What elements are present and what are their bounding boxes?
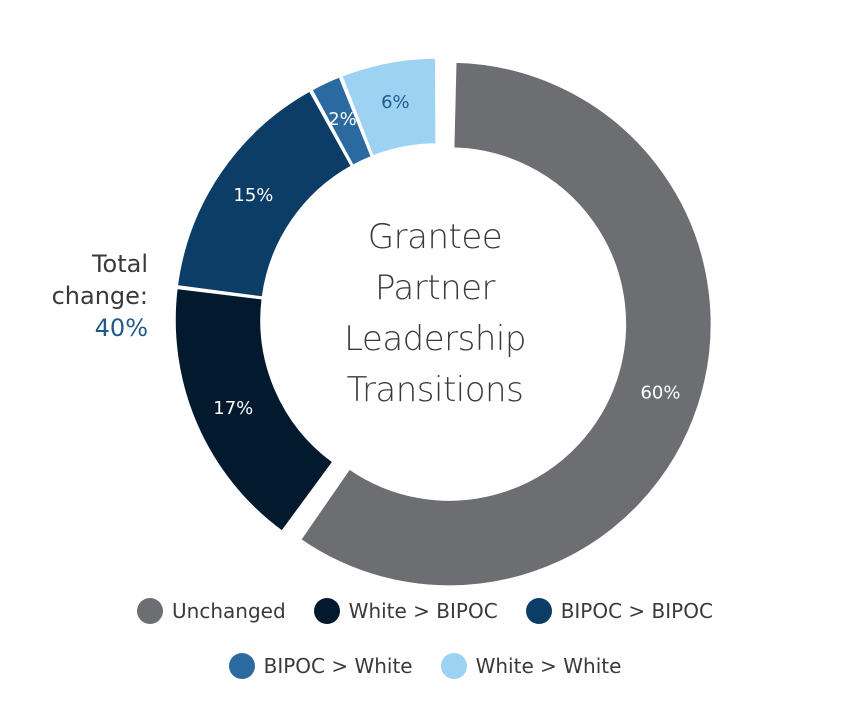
slice-bipoc-bipoc [176,89,353,298]
slice-bipoc-white [310,75,373,167]
slice-unchanged [299,61,713,587]
legend-item-unchanged: Unchanged [137,598,286,624]
donut-slices [174,57,713,587]
chart-title-line-2: Partner [374,268,496,308]
chart-title-line-1: Grantee [367,217,503,257]
legend-swatch-white-to-bipoc [313,598,340,624]
slice-white-white [340,57,437,158]
legend-item-white-to-bipoc: White > BIPOC [313,598,498,624]
slice-label-bipoc-bipoc: 15% [233,185,273,206]
chart-title: Grantee Partner Leadership Transitions [300,212,570,416]
legend-label-unchanged: Unchanged [172,599,286,623]
slice-label-unchanged: 60% [640,383,680,404]
legend-item-bipoc-to-white: BIPOC > White [228,653,413,679]
legend-label-bipoc-to-bipoc: BIPOC > BIPOC [560,599,713,623]
legend-swatch-white-to-white [440,653,467,679]
legend-item-white-to-white: White > White [440,653,622,679]
legend-swatch-bipoc-to-bipoc [525,598,552,624]
legend-label-white-to-bipoc: White > BIPOC [348,599,498,623]
donut-slice-labels: 60% 17% 15% 2% 6% [213,92,680,419]
slice-white-bipoc [174,287,334,533]
total-change-label-line-1: Total [91,250,148,278]
slice-label-white-bipoc: 17% [213,398,253,419]
slice-label-bipoc-white: 2% [328,109,357,130]
legend-label-bipoc-to-white: BIPOC > White [263,654,413,678]
chart-title-line-4: Transitions [346,370,524,410]
total-change-value: 40% [94,314,148,342]
total-change-label-line-2: change: [51,282,148,310]
total-change-annotation: Total change: 40% [20,248,148,344]
legend-swatch-bipoc-to-white [228,653,255,679]
legend-swatch-unchanged [137,598,164,624]
legend-item-bipoc-to-bipoc: BIPOC > BIPOC [525,598,713,624]
legend-row-2: BIPOC > White White > White [0,653,850,679]
slice-label-white-white: 6% [381,92,410,113]
legend-row-1: Unchanged White > BIPOC BIPOC > BIPOC [0,598,850,624]
legend-label-white-to-white: White > White [475,654,622,678]
chart-title-line-3: Leadership [344,319,526,359]
